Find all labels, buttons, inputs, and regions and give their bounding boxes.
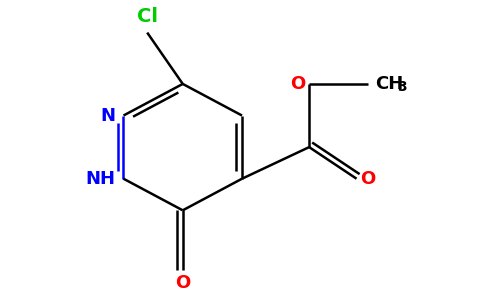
Text: O: O — [175, 274, 190, 292]
Text: N: N — [101, 106, 116, 124]
Text: NH: NH — [86, 170, 116, 188]
Text: CH: CH — [375, 75, 403, 93]
Text: O: O — [290, 75, 305, 93]
Text: Cl: Cl — [136, 7, 158, 26]
Text: 3: 3 — [397, 80, 407, 94]
Text: O: O — [361, 170, 376, 188]
